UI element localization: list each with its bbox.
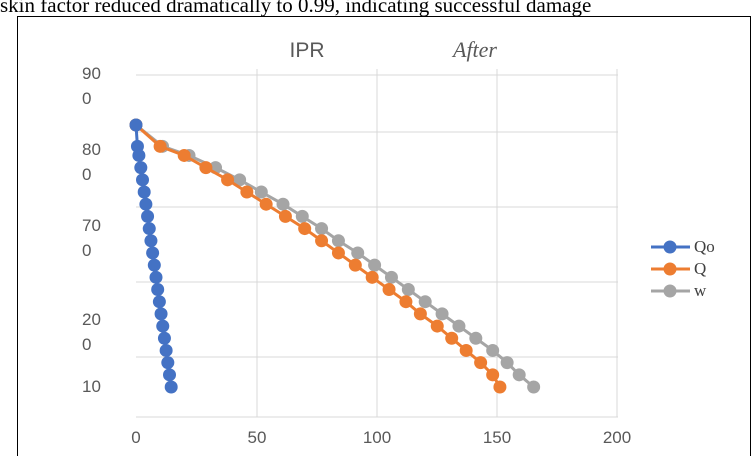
data-point-q — [348, 258, 362, 272]
x-tick-label: 0 — [131, 428, 140, 447]
data-point-w — [435, 307, 449, 321]
data-point-q — [315, 234, 329, 248]
data-point-q — [177, 148, 191, 162]
y-tick-label: 10 — [82, 377, 101, 396]
data-point-w — [315, 222, 329, 236]
legend-marker — [663, 284, 677, 298]
data-point-q — [493, 380, 507, 394]
series-line-q — [135, 123, 502, 388]
legend-label: Q — [694, 259, 706, 278]
data-point-qo — [137, 185, 151, 199]
data-point-qo — [139, 197, 153, 211]
data-point-q — [298, 222, 312, 236]
data-point-q — [459, 343, 473, 357]
data-point-qo — [152, 295, 166, 309]
data-point-qo — [129, 118, 143, 132]
caption-text: skin factor reduced dramatically to 0.99… — [0, 0, 592, 17]
data-point-q — [474, 356, 488, 370]
x-tick-label: 50 — [248, 428, 267, 447]
data-point-w — [512, 368, 526, 382]
data-point-qo — [162, 368, 176, 382]
y-tick-label: 0 — [82, 89, 91, 108]
x-tick-label: 150 — [483, 428, 511, 447]
chart-title: IPR — [289, 39, 324, 62]
data-point-qo — [141, 209, 155, 223]
data-point-qo — [154, 307, 168, 321]
data-point-q — [278, 209, 292, 223]
y-tick-label: 0 — [82, 165, 91, 184]
data-point-q — [221, 173, 235, 187]
data-point-qo — [164, 380, 178, 394]
y-axis-ticks: 90 0 80 0 70 0 20 0 10 — [82, 64, 101, 396]
data-point-qo — [149, 270, 163, 284]
data-point-q — [240, 185, 254, 199]
data-point-qo — [157, 331, 171, 345]
legend-marker — [663, 262, 677, 276]
data-point-w — [368, 258, 382, 272]
y-tick-label: 80 — [82, 140, 101, 159]
data-point-q — [430, 319, 444, 333]
data-point-qo — [161, 356, 175, 370]
data-point-w — [418, 295, 432, 309]
x-tick-label: 100 — [363, 428, 391, 447]
y-tick-label: 90 — [82, 64, 101, 83]
data-point-qo — [146, 246, 160, 260]
legend: Qo Qw — [651, 237, 715, 300]
data-point-w — [295, 209, 309, 223]
data-point-q — [365, 270, 379, 284]
data-point-qo — [156, 319, 170, 333]
x-tick-label: 200 — [603, 428, 631, 447]
y-tick-label: 70 — [82, 216, 101, 235]
data-point-qo — [144, 234, 158, 248]
data-point-q — [199, 161, 213, 175]
data-point-qo — [136, 173, 150, 187]
data-point-qo — [132, 148, 146, 162]
data-point-qo — [151, 283, 165, 297]
data-point-w — [452, 319, 466, 333]
data-point-w — [486, 343, 500, 357]
legend-marker — [663, 240, 677, 254]
data-point-w — [331, 234, 345, 248]
data-point-w — [469, 331, 483, 345]
data-point-w — [500, 356, 514, 370]
data-point-w — [254, 185, 268, 199]
data-point-w — [351, 246, 365, 260]
legend-label: w — [694, 281, 707, 300]
series-group — [129, 118, 541, 394]
data-point-q — [153, 139, 167, 153]
data-point-w — [401, 283, 415, 297]
data-point-q — [413, 307, 427, 321]
data-point-w — [276, 197, 290, 211]
chart-subtitle: After — [451, 37, 497, 62]
data-point-q — [486, 368, 500, 382]
data-point-w — [384, 270, 398, 284]
x-axis-ticks: 0 50 100 150 200 0 — [131, 428, 631, 447]
data-point-q — [331, 246, 345, 260]
data-point-qo — [159, 343, 173, 357]
y-tick-label: 0 — [82, 241, 91, 260]
y-tick-label: 0 — [82, 335, 91, 354]
data-point-q — [445, 331, 459, 345]
y-tick-label: 20 — [82, 310, 101, 329]
data-point-w — [233, 173, 247, 187]
gridlines — [136, 69, 618, 418]
data-point-q — [259, 197, 273, 211]
data-point-q — [399, 295, 413, 309]
data-point-q — [382, 283, 396, 297]
data-point-qo — [142, 222, 156, 236]
data-point-qo — [147, 258, 161, 272]
x-tick-label: 0 — [372, 444, 381, 447]
data-point-qo — [134, 161, 148, 175]
data-point-w — [527, 380, 541, 394]
legend-label: Qo — [694, 237, 715, 256]
